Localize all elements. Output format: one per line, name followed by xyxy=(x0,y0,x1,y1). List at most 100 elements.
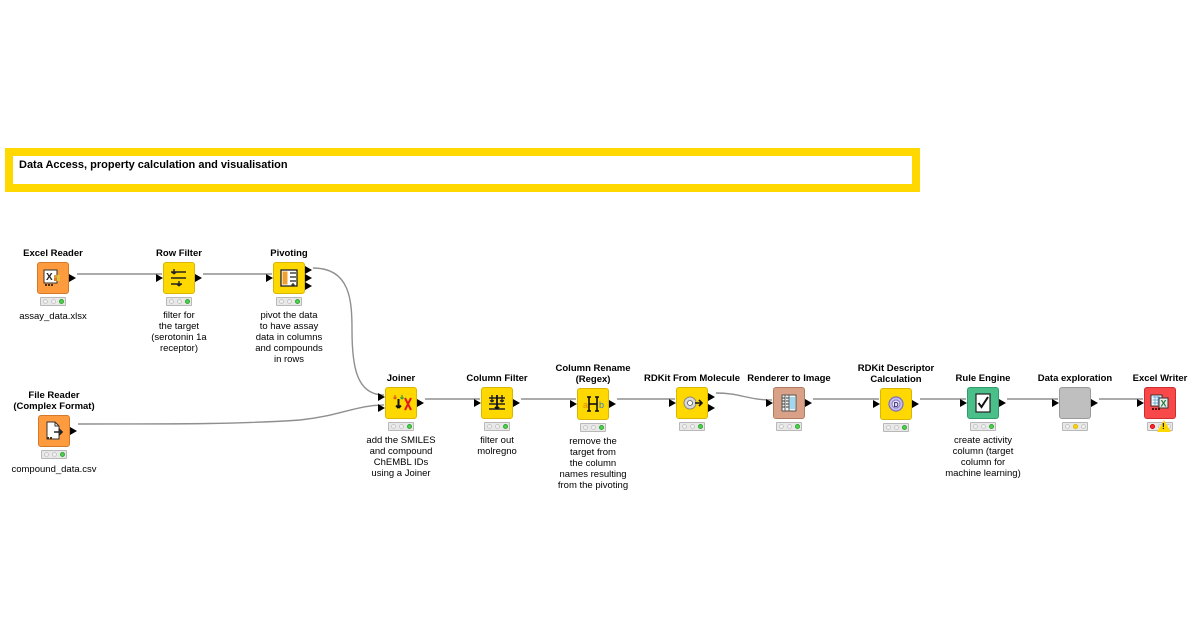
excel-reader-icon: X xyxy=(37,262,69,294)
node-body[interactable]: D xyxy=(873,388,919,420)
node-title: Row Filter xyxy=(156,248,202,259)
node-column-filter[interactable]: Column Filter filter out molregno xyxy=(437,373,557,457)
node-box xyxy=(385,387,417,419)
status-lamp-green xyxy=(184,299,190,304)
node-body[interactable] xyxy=(266,262,312,294)
input-port[interactable] xyxy=(766,398,773,407)
node-rdkit-descriptor-calculation[interactable]: RDKit Descriptor Calculation D xyxy=(836,363,956,432)
node-body[interactable] xyxy=(960,387,1006,419)
status-lamp-green xyxy=(901,425,907,430)
node-title: Renderer to Image xyxy=(747,373,831,384)
status-lamp-off xyxy=(168,299,174,304)
status-lamp-yellow xyxy=(1072,424,1078,429)
input-port[interactable] xyxy=(474,398,481,407)
node-title: RDKit Descriptor Calculation xyxy=(857,363,935,385)
output-port[interactable] xyxy=(305,281,312,290)
column-filter-icon xyxy=(481,387,513,419)
node-title: Column Rename (Regex) xyxy=(555,363,631,385)
output-port[interactable] xyxy=(999,398,1006,407)
node-body[interactable]: X xyxy=(1137,387,1176,419)
input-port[interactable] xyxy=(873,399,880,408)
status-lamp-off xyxy=(278,299,284,304)
warning-icon[interactable] xyxy=(1157,420,1171,432)
output-port[interactable] xyxy=(805,398,812,407)
input-port[interactable] xyxy=(378,393,385,402)
status-lamp-green xyxy=(502,424,508,429)
node-row-filter[interactable]: Row Filter filter for the target (seroton… xyxy=(119,248,239,354)
row-filter-icon xyxy=(163,262,195,294)
node-excel-writer[interactable]: Excel Writer X xyxy=(1100,373,1200,432)
status-lamp-off xyxy=(390,424,396,429)
output-port[interactable] xyxy=(305,273,312,282)
output-port[interactable] xyxy=(1091,398,1098,407)
status-indicator xyxy=(883,423,909,432)
status-lamp-off xyxy=(590,425,596,430)
input-port[interactable] xyxy=(266,273,273,282)
output-port[interactable] xyxy=(609,399,616,408)
node-body[interactable] xyxy=(38,415,77,447)
status-lamp-off xyxy=(486,424,492,429)
node-body[interactable] xyxy=(1052,387,1098,419)
node-description: create activity column (target column fo… xyxy=(945,435,1021,479)
node-pivoting[interactable]: Pivoting pivot the data to have assay dat… xyxy=(229,248,349,365)
node-column-rename-regex[interactable]: Column Rename (Regex) a b remove the target… xyxy=(533,363,653,491)
node-body[interactable] xyxy=(669,387,715,419)
node-rdkit-from-molecule[interactable]: RDKit From Molecule xyxy=(632,373,752,431)
pivoting-icon xyxy=(273,262,305,294)
node-title: Excel Reader xyxy=(23,248,83,259)
output-port[interactable] xyxy=(70,426,77,435)
input-port[interactable] xyxy=(570,399,577,408)
node-title: Rule Engine xyxy=(955,373,1011,384)
node-body[interactable] xyxy=(766,387,812,419)
output-port[interactable] xyxy=(69,273,76,282)
status-lamp-off xyxy=(43,452,49,457)
status-indicator xyxy=(388,422,414,431)
node-renderer-to-image[interactable]: Renderer to Image xyxy=(729,373,849,431)
input-port[interactable] xyxy=(1137,398,1144,407)
node-body[interactable] xyxy=(156,262,202,294)
output-port[interactable] xyxy=(195,273,202,282)
node-title: Column Filter xyxy=(466,373,528,384)
status-lamp-green xyxy=(406,424,412,429)
output-port[interactable] xyxy=(708,393,715,402)
status-lamp-off xyxy=(42,299,48,304)
node-description: remove the target from the column names … xyxy=(557,436,629,491)
status-lamp-off xyxy=(980,424,986,429)
node-body[interactable] xyxy=(474,387,520,419)
node-description: filter for the target (serotonin 1a rece… xyxy=(151,310,207,354)
svg-text:b: b xyxy=(599,400,604,410)
input-port[interactable] xyxy=(669,398,676,407)
status-lamp-off xyxy=(1080,424,1086,429)
node-rule-engine[interactable]: Rule Engine create activity column (targe… xyxy=(923,373,1043,479)
status-indicator xyxy=(1147,420,1173,432)
status-indicator xyxy=(580,423,606,432)
node-description: pivot the data to have assay data in col… xyxy=(255,310,323,365)
svg-text:D: D xyxy=(894,402,899,409)
node-file-reader[interactable]: File Reader (Complex Format) compound_dat… xyxy=(0,390,114,475)
wire-file-reader-to-joiner[interactable] xyxy=(77,404,385,425)
node-description: filter out molregno xyxy=(477,435,517,457)
input-port[interactable] xyxy=(156,273,163,282)
node-body[interactable]: X xyxy=(37,262,76,294)
output-port[interactable] xyxy=(305,265,312,274)
status-lamp-green xyxy=(598,425,604,430)
output-port[interactable] xyxy=(708,403,715,412)
status-lamp-off xyxy=(778,424,784,429)
node-data-exploration-metanode[interactable]: Data exploration xyxy=(1015,373,1135,431)
workflow-annotation-data-access[interactable]: Data Access, property calculation and vi… xyxy=(5,148,920,192)
output-port[interactable] xyxy=(513,398,520,407)
node-title: Joiner xyxy=(386,373,416,384)
node-body[interactable] xyxy=(378,387,424,419)
node-joiner[interactable]: Joiner add the SMILES and compound ChEMBL… xyxy=(341,373,461,479)
input-port[interactable] xyxy=(960,398,967,407)
input-port[interactable] xyxy=(378,403,385,412)
status-indicator xyxy=(41,450,67,459)
rule-engine-icon xyxy=(967,387,999,419)
input-port[interactable] xyxy=(1052,398,1059,407)
output-port[interactable] xyxy=(912,399,919,408)
output-port[interactable] xyxy=(417,398,424,407)
